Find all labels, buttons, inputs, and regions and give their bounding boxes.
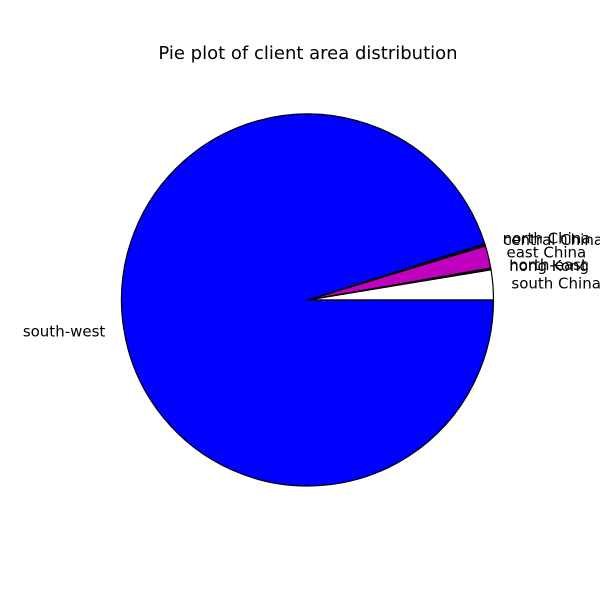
chart-title: Pie plot of client area distribution	[158, 43, 458, 64]
pie-label-south-west: south-west	[23, 322, 106, 340]
pie-label-north-china: north China	[503, 230, 591, 248]
pie-label-north-east: north-east	[509, 256, 587, 274]
pie-label-hong-kong: hong Kong	[509, 257, 589, 275]
pie-label-south-china: south China	[511, 274, 600, 292]
pie-label-east-china: east China	[507, 244, 587, 262]
pie-slice-south-west	[120, 113, 495, 487]
pie-slices	[120, 113, 495, 487]
pie-label-central-china: central China	[503, 231, 600, 249]
